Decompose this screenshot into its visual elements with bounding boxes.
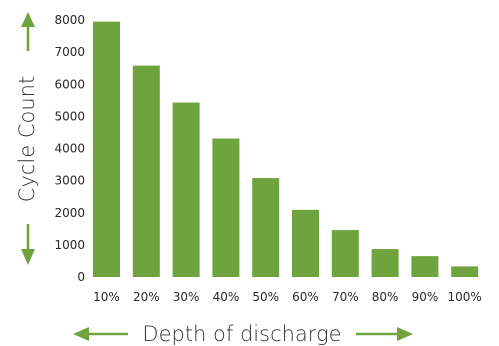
y-tick-label: 3000 bbox=[54, 174, 85, 188]
bar bbox=[411, 256, 439, 277]
y-tick-label: 4000 bbox=[54, 142, 85, 156]
bar bbox=[252, 178, 280, 277]
x-tick-label: 20% bbox=[133, 290, 160, 304]
bars bbox=[93, 21, 479, 278]
x-tick-label: 100% bbox=[448, 290, 482, 304]
y-tick-label: 5000 bbox=[54, 109, 85, 123]
arrow-down-icon bbox=[21, 249, 35, 265]
x-tick-label: 30% bbox=[173, 290, 200, 304]
x-tick-label: 70% bbox=[332, 290, 359, 304]
bar bbox=[132, 65, 160, 278]
x-tick-label: 60% bbox=[292, 290, 319, 304]
y-axis-title: Cycle Count bbox=[15, 76, 39, 202]
y-tick-label: 7000 bbox=[54, 45, 85, 59]
bar bbox=[93, 21, 120, 278]
y-tick-label: 8000 bbox=[54, 13, 85, 27]
arrow-left-icon bbox=[73, 327, 89, 341]
bar bbox=[212, 138, 240, 277]
x-axis-ticks: 10% 20% 30% 40% 50% 60% 70% 80% 90% 100% bbox=[93, 290, 482, 304]
y-tick-label: 0 bbox=[77, 270, 85, 284]
bar bbox=[331, 230, 359, 277]
bar bbox=[292, 209, 319, 277]
x-tick-label: 90% bbox=[412, 290, 439, 304]
x-axis-title-group: Depth of discharge bbox=[73, 322, 413, 346]
x-tick-label: 40% bbox=[213, 290, 240, 304]
bar bbox=[371, 249, 399, 277]
x-axis-title: Depth of discharge bbox=[142, 322, 341, 346]
x-tick-label: 80% bbox=[372, 290, 399, 304]
y-tick-label: 6000 bbox=[54, 77, 85, 91]
y-axis-title-group: Cycle Count bbox=[15, 12, 39, 265]
y-tick-label: 1000 bbox=[54, 238, 85, 252]
x-tick-label: 10% bbox=[93, 290, 120, 304]
y-tick-label: 2000 bbox=[54, 206, 85, 220]
x-tick-label: 50% bbox=[252, 290, 279, 304]
y-axis-ticks: 0 1000 2000 3000 4000 5000 6000 7000 8000 bbox=[54, 13, 85, 284]
arrow-up-icon bbox=[21, 12, 35, 27]
arrow-right-icon bbox=[397, 327, 413, 341]
bar bbox=[172, 102, 200, 277]
bar bbox=[451, 266, 479, 277]
